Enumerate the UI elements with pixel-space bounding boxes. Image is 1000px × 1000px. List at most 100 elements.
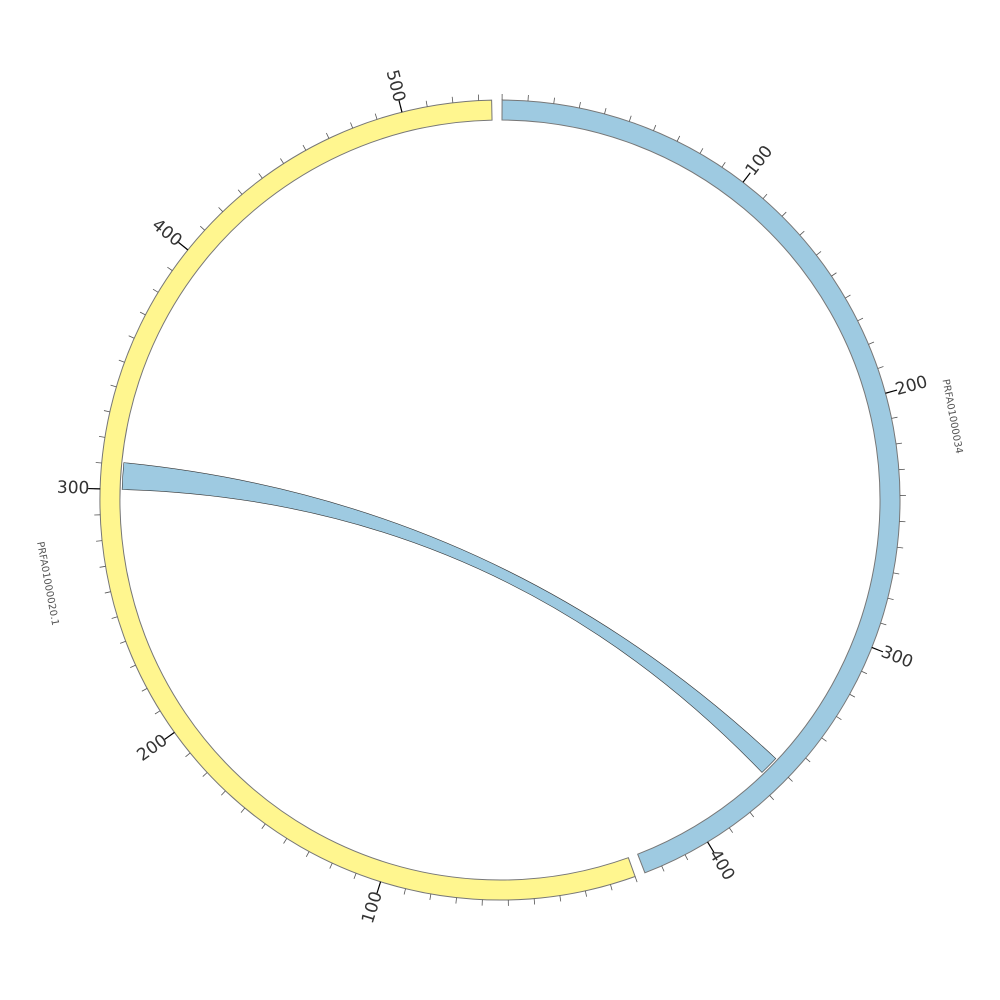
- minor-tick: [762, 193, 768, 199]
- minor-tick: [329, 862, 333, 869]
- tick-label: 100: [358, 889, 387, 926]
- minor-tick: [95, 462, 102, 464]
- major-tick: [871, 646, 884, 653]
- minor-tick: [221, 790, 226, 796]
- minor-tick: [799, 230, 805, 236]
- minor-tick: [152, 288, 159, 293]
- minor-tick: [261, 823, 266, 830]
- minor-tick: [305, 851, 310, 857]
- major-tick: [164, 731, 175, 740]
- minor-tick: [604, 107, 607, 114]
- minor-tick: [897, 546, 904, 549]
- minor-tick: [280, 158, 284, 164]
- minor-tick: [350, 122, 354, 129]
- minor-tick: [99, 565, 106, 568]
- minor-tick: [237, 189, 243, 195]
- minor-tick: [283, 838, 288, 844]
- minor-tick: [185, 752, 191, 758]
- major-tick: [398, 100, 403, 113]
- minor-tick: [787, 777, 793, 782]
- minor-tick: [584, 890, 588, 897]
- minor-tick: [857, 317, 864, 322]
- segment-name: PRFA01000020.1: [34, 541, 60, 627]
- minor-tick: [821, 737, 827, 742]
- minor-tick: [202, 772, 208, 777]
- minor-tick: [880, 622, 887, 626]
- minor-tick: [895, 442, 903, 445]
- minor-tick: [104, 591, 111, 594]
- minor-tick: [425, 100, 428, 107]
- minor-tick: [139, 311, 146, 316]
- tick-label: 200: [133, 731, 171, 766]
- minor-tick: [845, 294, 851, 299]
- minor-tick: [353, 873, 357, 879]
- minor-tick: [302, 144, 307, 151]
- chord-ribbon: [121, 462, 777, 773]
- minor-tick: [218, 207, 224, 212]
- minor-tick: [167, 266, 173, 271]
- minor-tick: [781, 211, 787, 217]
- tick-label: 300: [878, 642, 916, 673]
- major-tick: [178, 241, 189, 251]
- minor-tick: [699, 148, 704, 154]
- minor-tick: [110, 384, 117, 388]
- minor-tick: [861, 670, 868, 675]
- minor-tick: [805, 757, 811, 763]
- tick-label: 200: [893, 372, 930, 400]
- minor-tick: [728, 827, 734, 833]
- minor-tick: [891, 416, 898, 419]
- tick-label: 500: [382, 68, 409, 104]
- minor-tick: [684, 854, 689, 861]
- segment-arc: [501, 99, 901, 874]
- minor-tick: [721, 162, 726, 168]
- minor-tick: [887, 597, 894, 601]
- tick-label: 400: [705, 846, 739, 884]
- minor-tick: [610, 884, 613, 891]
- minor-tick: [154, 710, 161, 715]
- minor-tick: [429, 893, 432, 900]
- minor-tick: [676, 135, 681, 142]
- minor-tick: [403, 888, 406, 895]
- major-tick: [376, 881, 382, 894]
- minor-tick: [111, 616, 118, 619]
- minor-tick: [836, 716, 842, 721]
- segment-name: PRFA01000034: [940, 378, 965, 454]
- minor-tick: [96, 540, 103, 542]
- segment-arc: [99, 99, 636, 901]
- major-tick: [885, 389, 898, 394]
- minor-tick: [634, 876, 638, 883]
- minor-tick: [769, 795, 775, 801]
- minor-tick: [141, 688, 148, 692]
- minor-tick: [240, 807, 246, 813]
- minor-tick: [661, 865, 665, 872]
- minor-tick: [628, 115, 632, 122]
- minor-tick: [258, 173, 263, 179]
- minor-tick: [559, 895, 562, 902]
- minor-tick: [374, 113, 378, 120]
- minor-tick: [831, 272, 837, 277]
- minor-tick: [868, 341, 875, 345]
- minor-tick: [98, 436, 106, 438]
- tick-label: 400: [148, 215, 186, 251]
- minor-tick: [118, 359, 125, 363]
- minor-tick: [451, 96, 454, 103]
- minor-tick: [128, 335, 135, 339]
- minor-tick: [849, 693, 856, 698]
- minor-tick: [130, 664, 136, 668]
- major-tick: [707, 841, 715, 853]
- minor-tick: [325, 132, 330, 139]
- major-tick: [742, 172, 751, 183]
- minor-tick: [199, 225, 205, 231]
- minor-tick: [120, 640, 126, 644]
- minor-tick: [877, 366, 884, 369]
- minor-tick: [103, 410, 110, 413]
- tick-label: 300: [57, 478, 90, 499]
- minor-tick: [893, 572, 900, 575]
- minor-tick: [816, 251, 822, 256]
- minor-tick: [578, 101, 581, 109]
- minor-tick: [553, 97, 555, 104]
- minor-tick: [653, 124, 657, 131]
- tick-label: 100: [742, 142, 778, 180]
